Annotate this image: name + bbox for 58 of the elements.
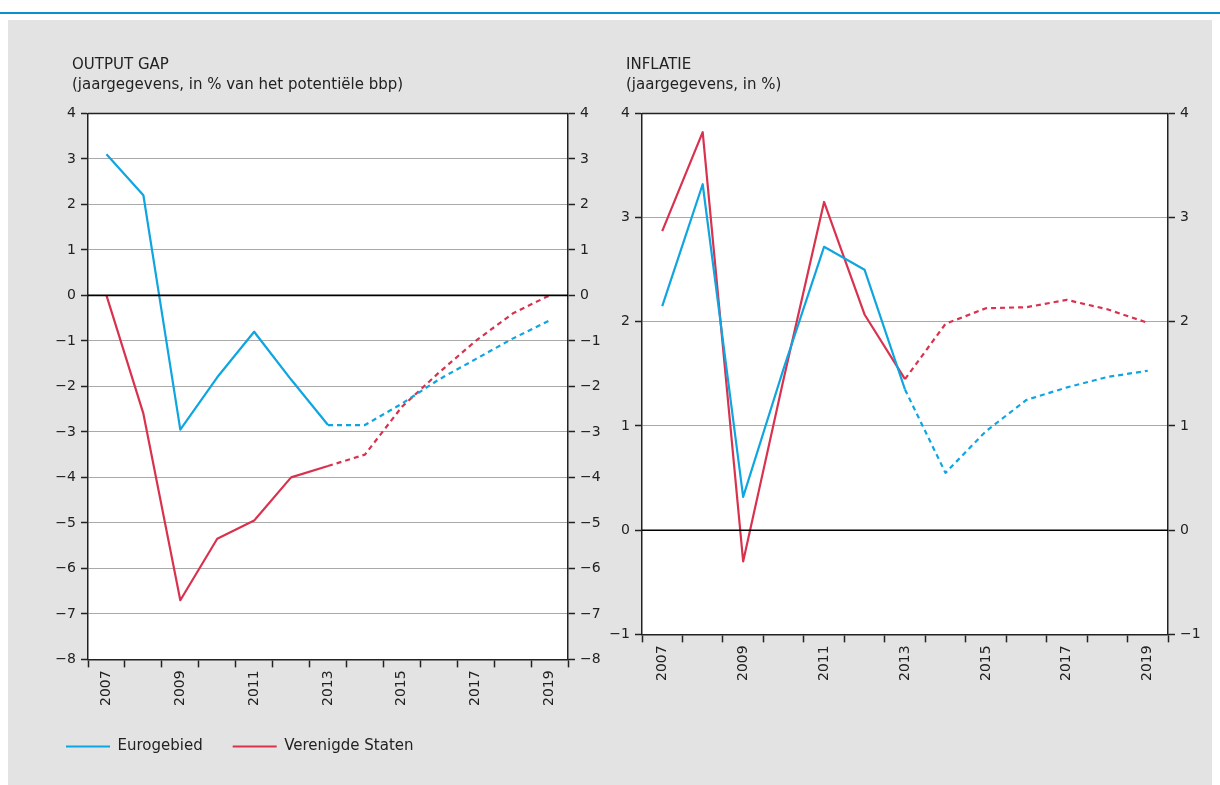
y-tick-label: −2 [55, 377, 76, 394]
y-tick-label: −1 [609, 625, 630, 642]
x-tick-label: 2015 [976, 645, 993, 682]
x-tick-label: 2007 [97, 670, 114, 707]
x-tick-label: 2017 [466, 670, 483, 707]
y2-tick-label: 2 [580, 195, 589, 212]
y-tick-label: 0 [67, 286, 76, 303]
x-tick-label: 2019 [540, 670, 557, 707]
y-tick-label: 2 [621, 312, 630, 329]
y2-tick-label: 0 [580, 286, 589, 303]
chart-title: OUTPUT GAP [72, 54, 169, 75]
y-tick-label: −8 [55, 650, 76, 667]
y-tick-label: 1 [621, 416, 630, 433]
chart-subtitle: (jaargegevens, in %) [626, 74, 782, 95]
y2-tick-label: 4 [580, 104, 589, 121]
y2-tick-label: −8 [580, 650, 601, 667]
y-tick-label: 4 [621, 104, 631, 121]
y2-tick-label: −3 [580, 422, 601, 439]
y-tick-label: −6 [55, 559, 77, 576]
x-tick-label: 2011 [244, 670, 261, 707]
y-tick-label: −3 [55, 422, 76, 439]
y-tick-label: 4 [67, 104, 77, 121]
y-tick-label: 3 [67, 149, 76, 166]
y2-tick-label: −2 [580, 377, 601, 394]
y-tick-label: 1 [67, 240, 76, 257]
y2-tick-label: 3 [580, 149, 589, 166]
x-tick-label: 2009 [170, 670, 187, 707]
y2-tick-label: −1 [580, 331, 601, 348]
x-tick-label: 2015 [392, 670, 409, 707]
legend-label: Eurogebied [117, 736, 203, 755]
y2-tick-label: −6 [580, 559, 601, 576]
y2-tick-label: −5 [580, 513, 601, 530]
y2-tick-label: 1 [580, 240, 589, 257]
y2-tick-label: 1 [1180, 416, 1189, 433]
x-tick-label: 2009 [733, 645, 750, 682]
y-tick-label: 3 [621, 208, 630, 225]
chart-title: INFLATIE [626, 54, 692, 75]
y2-tick-label: −1 [1180, 625, 1201, 642]
y-tick-label: −1 [55, 331, 76, 348]
legend-label: Verenigde Staten [284, 736, 414, 755]
y-tick-label: 0 [621, 520, 630, 537]
y2-tick-label: 2 [1180, 312, 1189, 329]
x-tick-label: 2017 [1057, 645, 1074, 682]
y2-tick-label: 3 [1180, 208, 1189, 225]
x-tick-label: 2013 [318, 670, 335, 707]
y-tick-label: −7 [55, 604, 76, 621]
y-tick-label: −5 [55, 513, 76, 530]
y-tick-label: −4 [55, 468, 77, 485]
y2-tick-label: 4 [1180, 104, 1189, 121]
y2-tick-label: −7 [580, 604, 601, 621]
y2-tick-label: 0 [1180, 520, 1189, 537]
x-tick-label: 2019 [1138, 645, 1155, 682]
x-tick-label: 2007 [652, 645, 669, 682]
y-tick-label: 2 [67, 195, 76, 212]
y2-tick-label: −4 [580, 468, 601, 485]
x-tick-label: 2011 [814, 645, 831, 682]
chart-subtitle: (jaargegevens, in % van het potentiële bbp) [72, 74, 404, 95]
x-tick-label: 2013 [895, 645, 912, 682]
